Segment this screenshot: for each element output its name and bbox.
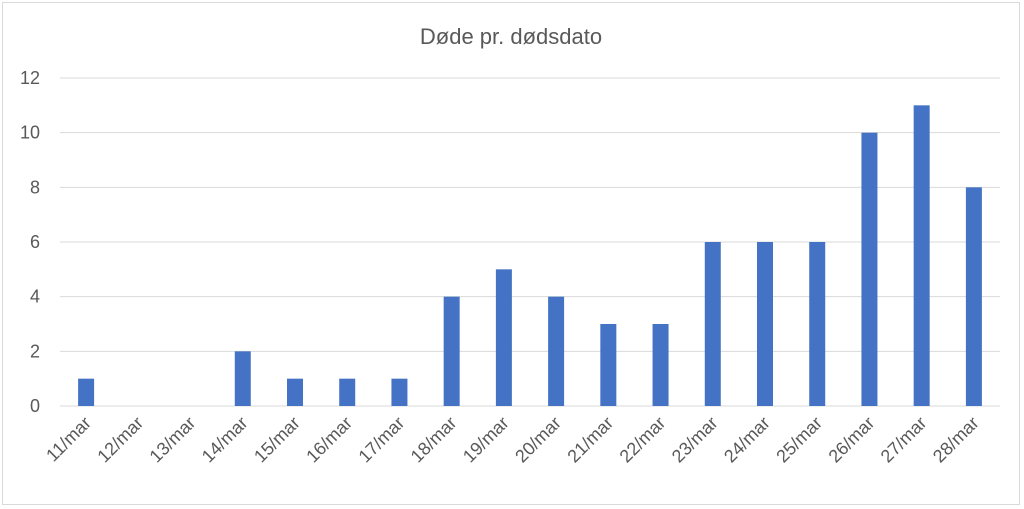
bar [548, 296, 565, 406]
x-tick-label: 13/mar [146, 413, 200, 467]
x-tick-label: 16/mar [302, 413, 356, 467]
x-tick-label: 28/mar [929, 413, 983, 467]
bar [757, 242, 773, 406]
x-tick-label: 18/mar [407, 413, 461, 467]
chart-title: Døde pr. dødsdato [420, 24, 602, 49]
bar [913, 105, 930, 406]
x-tick-label: 24/mar [720, 413, 774, 467]
bar [78, 378, 95, 406]
x-tick-label: 17/mar [355, 413, 409, 467]
x-tick-label: 21/mar [563, 413, 617, 467]
x-tick-label: 27/mar [877, 413, 931, 467]
gridlines [60, 77, 1000, 407]
bar [495, 269, 512, 406]
x-tick-label: 15/mar [250, 413, 304, 467]
x-tick-label: 25/mar [772, 413, 826, 467]
y-tick-label: 4 [30, 287, 40, 307]
x-tick-label: 14/mar [198, 413, 252, 467]
x-tick-label: 20/mar [511, 413, 565, 467]
bar [443, 296, 460, 406]
x-tick-label: 22/mar [616, 413, 670, 467]
bar [391, 378, 408, 406]
x-tick-label: 12/mar [93, 413, 147, 467]
bar [861, 132, 878, 406]
bars [78, 105, 982, 406]
bar [965, 187, 982, 406]
y-tick-label: 12 [20, 68, 40, 88]
y-tick-label: 0 [30, 396, 40, 416]
bar [234, 351, 251, 406]
y-axis-ticks: 0 2 4 6 8 10 12 [20, 68, 40, 416]
bar [652, 324, 669, 406]
y-tick-label: 2 [30, 341, 40, 361]
x-tick-label: 26/mar [825, 413, 879, 467]
bar [809, 242, 826, 406]
y-tick-label: 6 [30, 232, 40, 252]
bar [287, 378, 303, 406]
y-tick-label: 10 [20, 123, 40, 143]
y-tick-label: 8 [30, 177, 40, 197]
x-tick-label: 11/mar [42, 413, 95, 466]
bar [339, 378, 356, 406]
bar [704, 242, 721, 406]
x-tick-label: 19/mar [459, 413, 513, 467]
x-axis-ticks: 11/mar12/mar13/mar14/mar15/mar16/mar17/m… [42, 413, 983, 467]
x-tick-label: 23/mar [668, 413, 722, 467]
bar [600, 324, 617, 406]
